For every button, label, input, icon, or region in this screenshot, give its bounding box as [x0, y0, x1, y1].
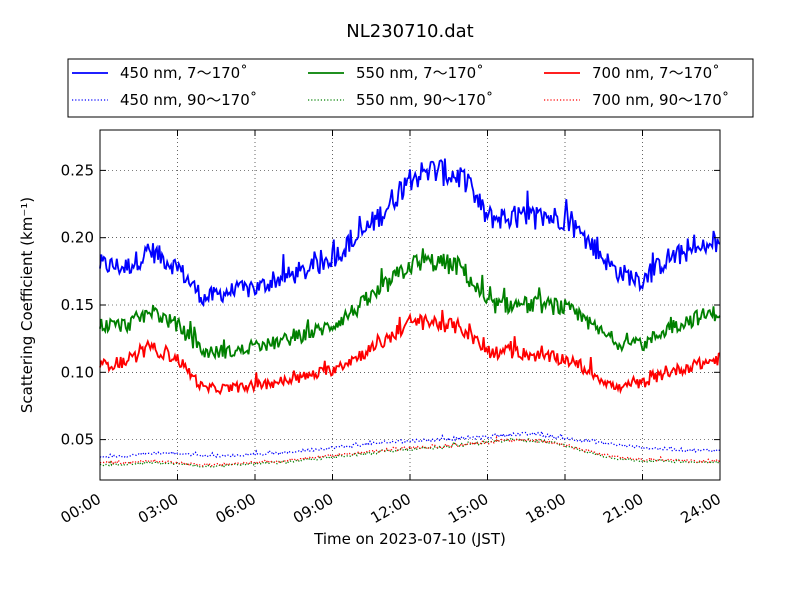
x-tick-label: 00:00 — [58, 490, 104, 527]
x-tick-label: 06:00 — [213, 490, 259, 527]
x-tick-label: 21:00 — [600, 490, 646, 527]
x-tick-label: 24:00 — [678, 490, 724, 527]
legend-label: 450 nm, 90～170˚ — [120, 91, 257, 109]
series-line-1 — [99, 158, 721, 308]
y-tick-label: 0.20 — [61, 229, 94, 247]
legend: 450 nm, 7～170˚ 550 nm, 7～170˚ 700 nm, 7～17… — [67, 58, 754, 118]
series-line-5 — [99, 309, 721, 396]
series-line-4 — [99, 437, 721, 468]
legend-label: 700 nm, 90～170˚ — [592, 91, 729, 109]
y-tick-label: 0.05 — [61, 431, 94, 449]
legend-label: 450 nm, 7～170˚ — [120, 64, 248, 82]
grid — [100, 130, 720, 480]
series-layer — [99, 158, 721, 468]
legend-frame — [67, 58, 754, 118]
y-axis-label: Scattering Coefficient (km⁻¹) — [18, 197, 36, 413]
legend-label: 700 nm, 7～170˚ — [592, 64, 720, 82]
axis-ticks: 00:00 03:00 06:00 09:00 12:00 15:00 18:00 21:00… — [58, 130, 724, 527]
x-axis-label: Time on 2023-07-10 (JST) — [313, 530, 506, 548]
x-tick-label: 09:00 — [290, 490, 336, 527]
y-tick-label: 0.10 — [61, 363, 94, 381]
legend-label: 550 nm, 90～170˚ — [356, 91, 493, 109]
x-tick-label: 12:00 — [368, 490, 414, 527]
series-line-2 — [99, 429, 720, 459]
legend-label: 550 nm, 7～170˚ — [356, 64, 484, 82]
x-tick-label: 18:00 — [523, 490, 569, 527]
series-line-3 — [99, 248, 721, 361]
y-tick-label: 0.25 — [61, 161, 94, 179]
x-tick-label: 03:00 — [135, 490, 181, 527]
y-tick-label: 0.15 — [61, 296, 94, 314]
x-tick-label: 15:00 — [445, 490, 491, 527]
chart-title: NL230710.dat — [346, 21, 473, 42]
